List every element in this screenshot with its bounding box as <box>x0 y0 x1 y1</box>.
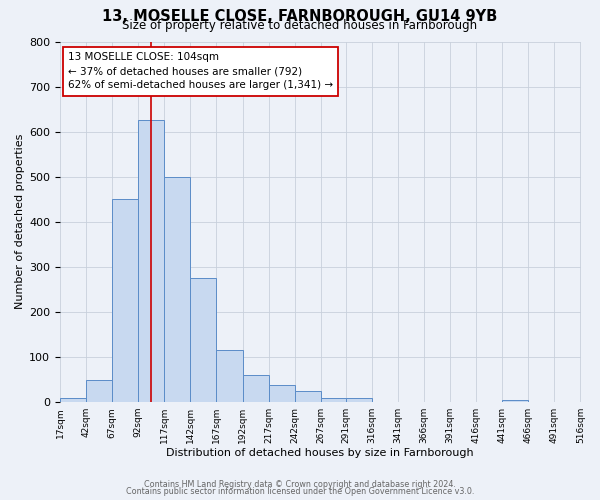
Bar <box>164 176 190 402</box>
Bar <box>190 278 217 402</box>
Bar <box>269 386 295 402</box>
Text: 13, MOSELLE CLOSE, FARNBOROUGH, GU14 9YB: 13, MOSELLE CLOSE, FARNBOROUGH, GU14 9YB <box>103 9 497 24</box>
X-axis label: Distribution of detached houses by size in Farnborough: Distribution of detached houses by size … <box>166 448 474 458</box>
Text: 13 MOSELLE CLOSE: 104sqm
← 37% of detached houses are smaller (792)
62% of semi-: 13 MOSELLE CLOSE: 104sqm ← 37% of detach… <box>68 52 333 90</box>
Text: Contains HM Land Registry data © Crown copyright and database right 2024.: Contains HM Land Registry data © Crown c… <box>144 480 456 489</box>
Text: Size of property relative to detached houses in Farnborough: Size of property relative to detached ho… <box>122 18 478 32</box>
Bar <box>346 398 372 402</box>
Bar <box>217 350 242 402</box>
Bar <box>86 380 112 402</box>
Bar <box>138 120 164 402</box>
Y-axis label: Number of detached properties: Number of detached properties <box>15 134 25 310</box>
Text: Contains public sector information licensed under the Open Government Licence v3: Contains public sector information licen… <box>126 488 474 496</box>
Bar <box>502 400 529 402</box>
Bar <box>295 391 321 402</box>
Bar <box>112 200 138 402</box>
Bar <box>242 375 269 402</box>
Bar <box>60 398 86 402</box>
Bar <box>321 398 347 402</box>
